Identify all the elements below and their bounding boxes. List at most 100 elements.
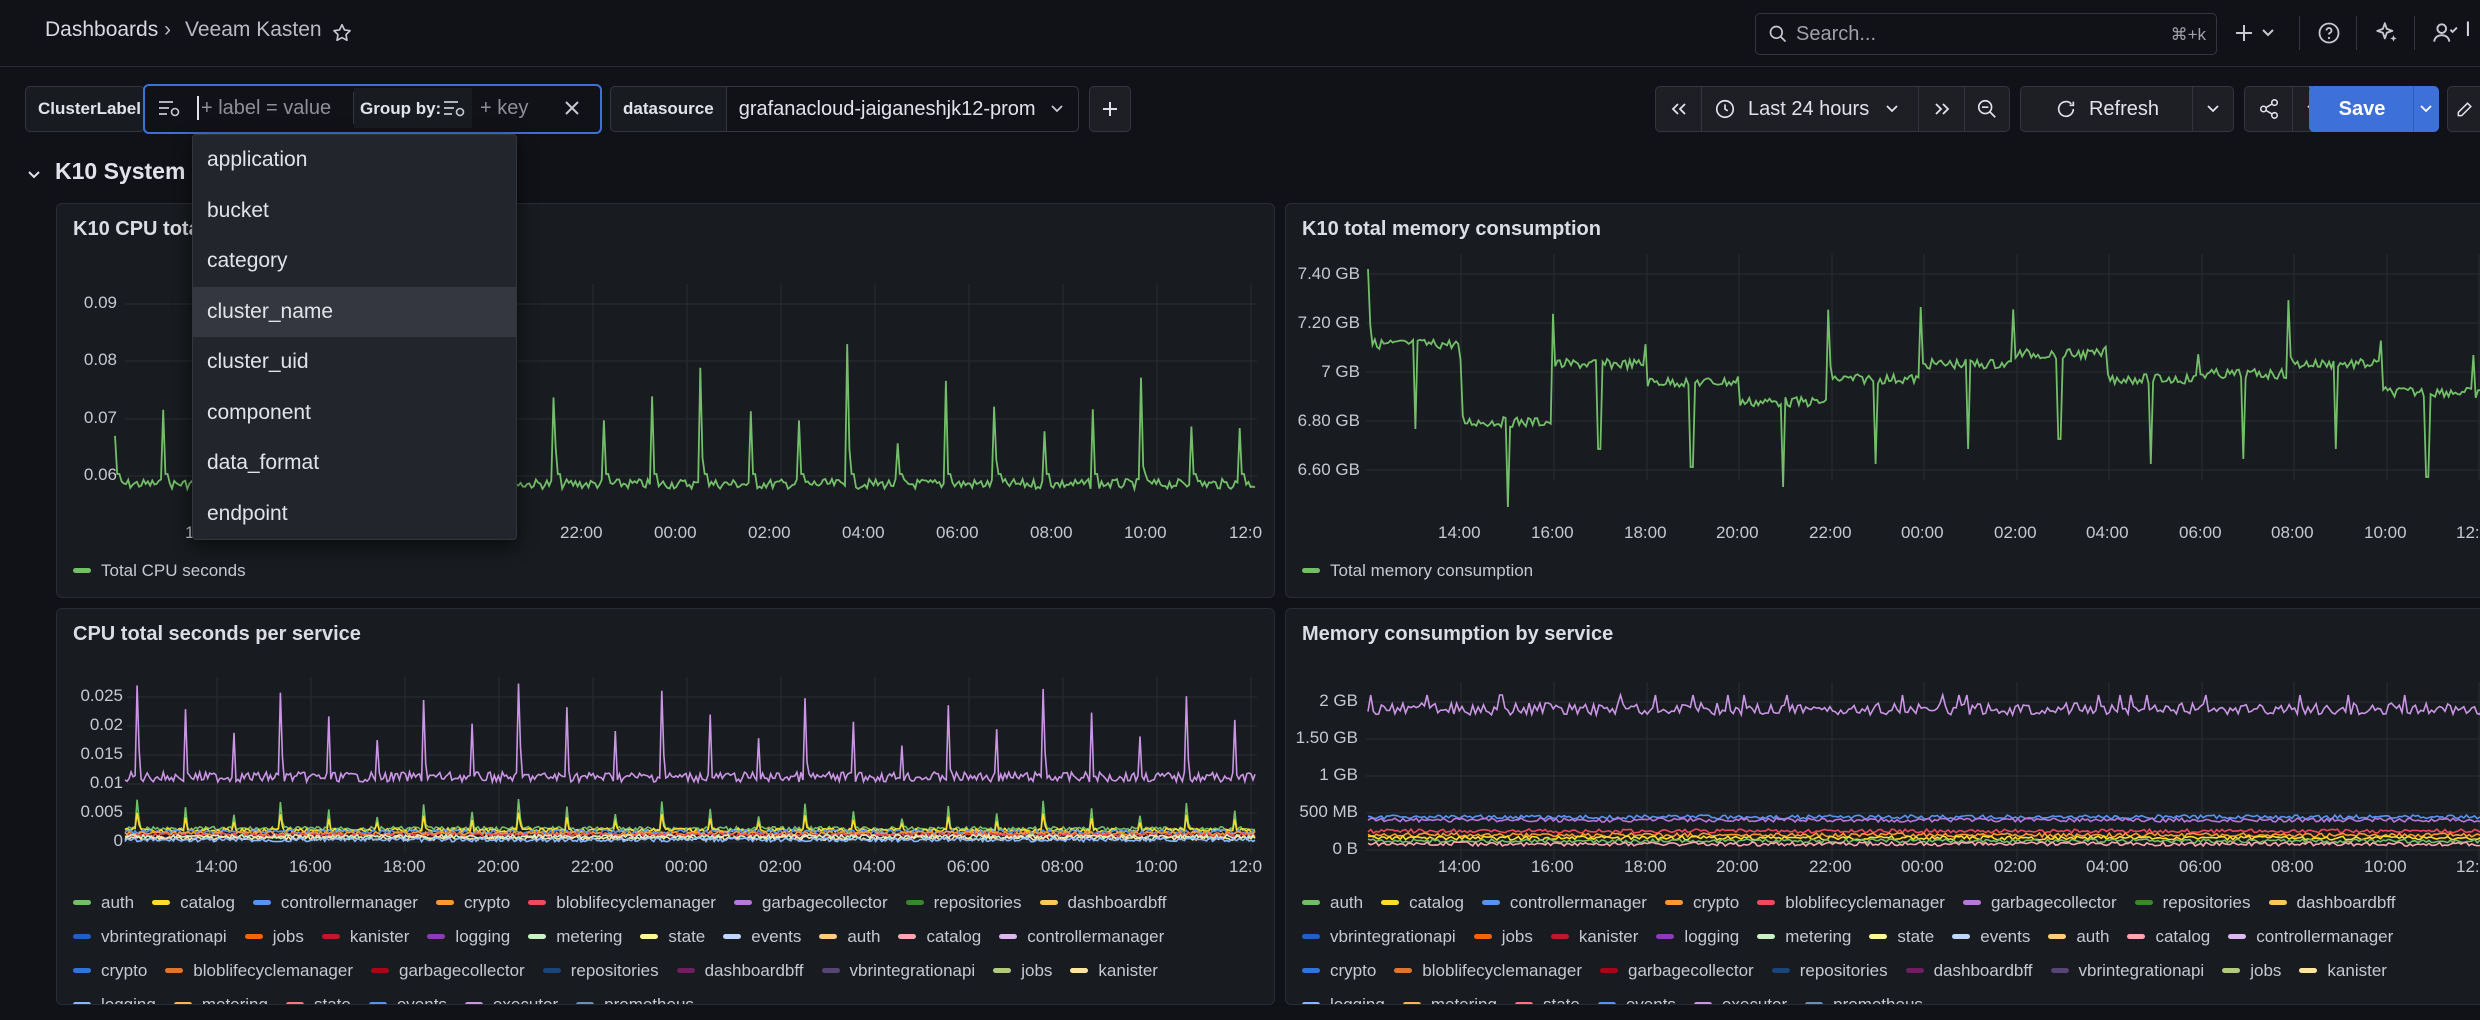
legend-item[interactable]: controllermanager <box>999 921 1164 952</box>
legend-item[interactable]: repositories <box>542 955 659 986</box>
dropdown-option[interactable]: component <box>207 400 311 424</box>
breadcrumb-dashboard-title[interactable]: Veeam Kasten <box>185 18 322 41</box>
time-shift-forward-button[interactable] <box>1918 86 1966 132</box>
legend-item[interactable]: controllermanager <box>1481 887 1647 918</box>
dropdown-option-active[interactable]: cluster_name <box>193 286 516 337</box>
add-menu-button[interactable] <box>2232 18 2282 48</box>
legend-item[interactable]: state <box>1514 989 1580 1004</box>
legend-item[interactable]: crypto <box>1302 955 1376 986</box>
adhoc-filter-input[interactable]: + label = value Group by: + key <box>143 84 602 134</box>
legend-item[interactable]: metering <box>173 989 268 1004</box>
legend-item[interactable]: events <box>723 921 801 952</box>
legend-item[interactable]: logging <box>427 921 510 952</box>
legend-item[interactable]: dashboardbff <box>1905 955 2033 986</box>
legend-item[interactable]: kanister <box>1550 921 1638 952</box>
legend-item[interactable]: metering <box>1757 921 1851 952</box>
legend-item[interactable]: prometheus <box>1805 989 1923 1004</box>
time-range-picker[interactable]: Last 24 hours <box>1701 86 1920 132</box>
row-collapse-chevron-icon[interactable] <box>26 165 42 187</box>
breadcrumb-dashboards[interactable]: Dashboards <box>45 18 159 41</box>
help-icon[interactable] <box>2314 18 2344 48</box>
legend-item[interactable]: auth <box>73 887 134 918</box>
legend-item[interactable]: metering <box>1402 989 1497 1004</box>
legend-item[interactable]: garbagecollector <box>1962 887 2117 918</box>
legend-item[interactable]: crypto <box>73 955 147 986</box>
refresh-interval-dropdown[interactable] <box>2192 86 2234 132</box>
legend-item[interactable]: executor <box>464 989 558 1004</box>
save-dropdown[interactable] <box>2413 86 2439 132</box>
legend-item[interactable]: jobs <box>2222 955 2281 986</box>
legend-item[interactable]: controllermanager <box>252 887 418 918</box>
legend-item[interactable]: dashboardbff <box>1039 887 1166 918</box>
legend-item[interactable]: kanister <box>2299 955 2387 986</box>
legend-item[interactable]: auth <box>2048 921 2109 952</box>
legend-item[interactable]: dashboardbff <box>2268 887 2395 918</box>
legend-item[interactable]: bloblifecyclemanager <box>528 887 716 918</box>
legend-item[interactable]: catalog <box>898 921 981 952</box>
legend-item[interactable]: events <box>368 989 447 1004</box>
legend-item[interactable]: kanister <box>321 921 409 952</box>
legend-item[interactable]: jobs <box>1473 921 1533 952</box>
refresh-button[interactable]: Refresh <box>2020 86 2194 132</box>
legend-item[interactable]: vbrintegrationapi <box>2050 955 2204 986</box>
legend-item[interactable]: executor <box>1693 989 1787 1004</box>
search-input[interactable]: Search... ⌘+k <box>1755 13 2217 55</box>
sparkle-ai-icon[interactable] <box>2372 18 2402 48</box>
legend-item[interactable]: auth <box>1302 887 1363 918</box>
row-title[interactable]: K10 System R <box>55 158 209 184</box>
legend-item[interactable]: garbagecollector <box>371 955 525 986</box>
legend-item[interactable]: jobs <box>993 955 1052 986</box>
legend-item[interactable]: logging <box>1656 921 1739 952</box>
legend-item[interactable]: catalog <box>152 887 235 918</box>
legend-item[interactable]: vbrintegrationapi <box>1302 921 1456 952</box>
legend-swatch <box>1302 934 1320 939</box>
dropdown-option[interactable]: category <box>207 249 288 272</box>
legend-item[interactable]: Total CPU seconds <box>73 555 246 586</box>
legend-item[interactable]: bloblifecyclemanager <box>165 955 353 986</box>
legend-item[interactable]: auth <box>819 921 880 952</box>
legend-item[interactable]: logging <box>73 989 156 1004</box>
legend-item[interactable]: state <box>640 921 705 952</box>
legend-item[interactable]: prometheus <box>576 989 694 1004</box>
edit-button[interactable] <box>2447 86 2480 132</box>
legend-item[interactable]: repositories <box>1771 955 1888 986</box>
legend-item[interactable]: bloblifecyclemanager <box>1757 887 1945 918</box>
legend-item[interactable]: events <box>1597 989 1676 1004</box>
legend-item[interactable]: vbrintegrationapi <box>821 955 975 986</box>
legend-label: Total memory consumption <box>1330 561 1534 580</box>
dropdown-option[interactable]: application <box>207 148 308 171</box>
dropdown-option[interactable]: bucket <box>207 198 269 222</box>
legend-item[interactable]: repositories <box>2134 887 2251 918</box>
dropdown-option[interactable]: endpoint <box>207 501 288 525</box>
legend-item[interactable]: Total memory consumption <box>1302 555 1533 586</box>
legend-item[interactable]: garbagecollector <box>733 887 888 918</box>
legend-item[interactable]: crypto <box>1664 887 1739 918</box>
legend-item[interactable]: catalog <box>1381 887 1464 918</box>
legend-item[interactable]: garbagecollector <box>1600 955 1754 986</box>
legend-item[interactable]: catalog <box>2127 921 2210 952</box>
legend-item[interactable]: controllermanager <box>2228 921 2393 952</box>
legend-item[interactable]: kanister <box>1070 955 1158 986</box>
user-icon[interactable] <box>2430 18 2460 48</box>
legend-item[interactable]: state <box>1869 921 1934 952</box>
dropdown-option[interactable]: cluster_uid <box>207 350 309 373</box>
time-shift-back-button[interactable] <box>1655 86 1703 132</box>
legend-item[interactable]: events <box>1952 921 2030 952</box>
share-button[interactable] <box>2244 86 2294 132</box>
zoom-out-button[interactable] <box>1964 86 2010 132</box>
legend-item[interactable]: bloblifecyclemanager <box>1394 955 1582 986</box>
legend-item[interactable]: jobs <box>244 921 304 952</box>
legend-item[interactable]: dashboardbff <box>676 955 804 986</box>
dropdown-option[interactable]: data_format <box>207 451 320 474</box>
add-variable-button[interactable] <box>1089 86 1131 132</box>
save-button[interactable]: Save <box>2309 86 2415 132</box>
legend-item[interactable]: metering <box>528 921 622 952</box>
datasource-select[interactable]: grafanacloud-jaiganeshjk12-prom <box>726 87 1078 131</box>
star-icon[interactable] <box>328 19 356 47</box>
clear-filter-icon[interactable] <box>559 95 585 121</box>
legend-item[interactable]: vbrintegrationapi <box>73 921 227 952</box>
legend-item[interactable]: crypto <box>435 887 510 918</box>
legend-item[interactable]: logging <box>1302 989 1385 1004</box>
legend-item[interactable]: repositories <box>905 887 1022 918</box>
legend-item[interactable]: state <box>285 989 351 1004</box>
